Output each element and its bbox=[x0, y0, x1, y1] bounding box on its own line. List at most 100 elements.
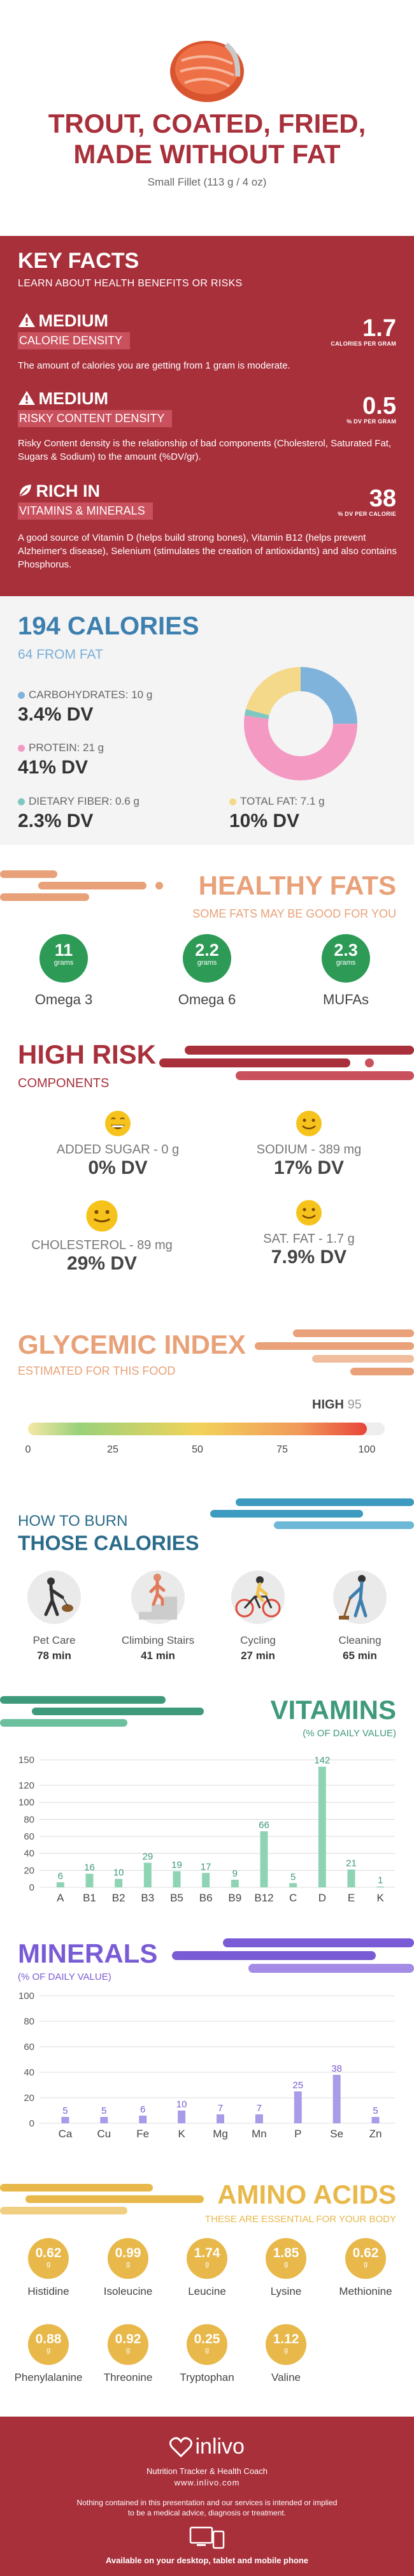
cleaning-icon bbox=[333, 1570, 387, 1624]
amino-value: 0.99 bbox=[115, 2246, 141, 2260]
decorative-stripes bbox=[0, 2184, 204, 2214]
key-fact-number: 0.5 bbox=[362, 393, 396, 420]
decorative-stripes bbox=[210, 1498, 414, 1529]
key-fact-tag: MEDIUM RISKY CONTENT DENSITY bbox=[18, 389, 173, 427]
glycemic-title: GLYCEMIC INDEX bbox=[18, 1329, 246, 1359]
data-label: 9 bbox=[232, 1868, 238, 1879]
amino-value: 1.85 bbox=[273, 2246, 299, 2260]
fat-stat: TOTAL FAT: 7.1 g 10% DV bbox=[229, 795, 325, 832]
bar-B12 bbox=[260, 1831, 268, 1887]
decorative-stripes bbox=[172, 1938, 414, 1973]
mufas-unit: grams bbox=[336, 959, 356, 967]
omega6-label: Omega 6 bbox=[178, 992, 236, 1007]
bar-A bbox=[56, 1882, 64, 1887]
x-tick-label: E bbox=[348, 1892, 355, 1904]
glycemic-bar bbox=[28, 1423, 385, 1435]
omega6-unit: grams bbox=[197, 959, 217, 967]
x-tick-label: Cu bbox=[97, 2128, 111, 2140]
x-tick-label: B9 bbox=[228, 1892, 241, 1904]
leaf-icon bbox=[18, 485, 36, 499]
sodium-value: 17% DV bbox=[273, 1157, 345, 1178]
mufas-value: 2.3 bbox=[334, 940, 358, 960]
minerals-bar-chart: 0 20 40 60 80 100 5 Ca 5 Cu 6 Fe 10 K 7 Mg 7 Mn 25 P 38 Se 5 Zn bbox=[18, 1991, 395, 2140]
bar-Fe bbox=[139, 2116, 147, 2123]
key-fact-number: 1.7 bbox=[362, 315, 396, 342]
amino-threonine: 0.92 g Threonine bbox=[90, 2324, 166, 2384]
bar-B6 bbox=[202, 1873, 210, 1887]
mufas-label: MUFAs bbox=[322, 992, 369, 1007]
glycemic-tick-label: 50 bbox=[192, 1444, 203, 1455]
amino-label: Threonine bbox=[103, 2371, 153, 2383]
amino-circle: 0.92 g bbox=[108, 2324, 148, 2365]
carbs-dot bbox=[18, 692, 25, 699]
y-tick-label: 60 bbox=[24, 1831, 34, 1842]
y-tick-label: 120 bbox=[18, 1780, 34, 1791]
burn-label: Climbing Stairs bbox=[121, 1634, 195, 1646]
healthy-fats-title: HEALTHY FATS bbox=[198, 870, 396, 900]
amino-histidine: 0.62 g Histidine bbox=[10, 2238, 87, 2298]
footer-tagline: Nutrition Tracker & Health Coach bbox=[146, 2466, 268, 2476]
healthy-fats-subtitle: SOME FATS MAY BE GOOD FOR YOU bbox=[192, 907, 396, 920]
data-label: 6 bbox=[58, 1871, 63, 1882]
bar-B9 bbox=[231, 1880, 239, 1887]
x-tick-label: B5 bbox=[170, 1892, 183, 1904]
amino-unit: g bbox=[204, 2260, 210, 2268]
y-tick-label: 80 bbox=[24, 1814, 34, 1825]
amino-value: 0.62 bbox=[352, 2246, 379, 2260]
minerals-title: MINERALS bbox=[18, 1938, 158, 1968]
y-tick-label: 20 bbox=[24, 1865, 34, 1876]
added-sugar-stat: ADDED SUGAR - 0 g 0% DV bbox=[35, 1109, 201, 1179]
amino-circle: 1.74 g bbox=[187, 2238, 227, 2279]
protein-dot bbox=[18, 745, 25, 752]
burn-label: Pet Care bbox=[32, 1634, 76, 1646]
y-tick-label: 60 bbox=[24, 2042, 34, 2053]
glycemic-level: HIGH 95 bbox=[312, 1398, 362, 1412]
omega6-circle: 2.2 grams bbox=[183, 934, 231, 983]
amino-unit: g bbox=[204, 2346, 210, 2354]
burn-time: 78 min bbox=[37, 1650, 71, 1662]
amino-unit: g bbox=[125, 2346, 131, 2354]
key-fact-level: MEDIUM bbox=[38, 311, 108, 330]
key-fact-level: RICH IN bbox=[36, 481, 100, 501]
warning-icon bbox=[18, 313, 38, 329]
amino-label: Valine bbox=[271, 2371, 301, 2383]
header: TROUT, COATED, FRIED, MADE WITHOUT FAT S… bbox=[0, 0, 414, 210]
y-tick-label: 100 bbox=[18, 1991, 34, 2002]
smiling-face-icon bbox=[86, 1200, 118, 1232]
protein-dv: 41% DV bbox=[18, 757, 89, 778]
carbs-dv: 3.4% DV bbox=[18, 704, 94, 725]
x-tick-label: Ca bbox=[59, 2128, 73, 2140]
amino-label: Lysine bbox=[270, 2285, 302, 2297]
amino-circle: 0.62 g bbox=[28, 2238, 69, 2279]
data-label: 5 bbox=[62, 2105, 68, 2116]
amino-phenylalanine: 0.88 g Phenylalanine bbox=[10, 2324, 87, 2384]
burn-time: 65 min bbox=[343, 1650, 377, 1662]
amino-value: 0.88 bbox=[35, 2332, 62, 2346]
data-label: 7 bbox=[257, 2103, 262, 2114]
key-fact-label: RISKY CONTENT DENSITY bbox=[18, 410, 173, 427]
high-risk-section: HIGH RISK COMPONENTS ADDED SUGAR - 0 g 0… bbox=[0, 1020, 414, 1301]
amino-value: 0.62 bbox=[35, 2246, 62, 2260]
carbs-label: CARBOHYDRATES: 10 g bbox=[29, 689, 153, 701]
data-label: 10 bbox=[113, 1868, 124, 1878]
amino-label: Phenylalanine bbox=[14, 2371, 83, 2383]
cholesterol-label: CHOLESTEROL - 89 mg bbox=[31, 1238, 173, 1252]
key-fact-value: 38 % DV PER CALORIE bbox=[338, 487, 396, 517]
minerals-subtitle: (% OF DAILY VALUE) bbox=[18, 1972, 111, 1982]
fat-label: TOTAL FAT: 7.1 g bbox=[240, 795, 325, 807]
mufas-circle: 2.3 grams bbox=[322, 934, 370, 983]
x-tick-label: B1 bbox=[83, 1892, 96, 1904]
data-label: 5 bbox=[101, 2105, 106, 2116]
decorative-stripes bbox=[0, 1696, 204, 1727]
amino-value: 0.25 bbox=[194, 2332, 220, 2346]
amino-section: AMINO ACIDS THESE ARE ESSENTIAL FOR YOUR… bbox=[0, 2155, 414, 2417]
amino-unit: g bbox=[283, 2260, 289, 2268]
sodium-label: SODIUM - 389 mg bbox=[256, 1143, 362, 1157]
footer-url[interactable]: www.inlivo.com bbox=[174, 2478, 240, 2487]
amino-value: 0.92 bbox=[115, 2332, 141, 2346]
amino-circle: 0.99 g bbox=[108, 2238, 148, 2279]
key-fact-tag: MEDIUM CALORIE DENSITY bbox=[18, 311, 131, 349]
footer-disclaimer-1: Nothing contained in this presentation a… bbox=[76, 2498, 338, 2507]
data-label: 29 bbox=[142, 1851, 153, 1862]
heart-logo-icon bbox=[169, 2437, 193, 2458]
